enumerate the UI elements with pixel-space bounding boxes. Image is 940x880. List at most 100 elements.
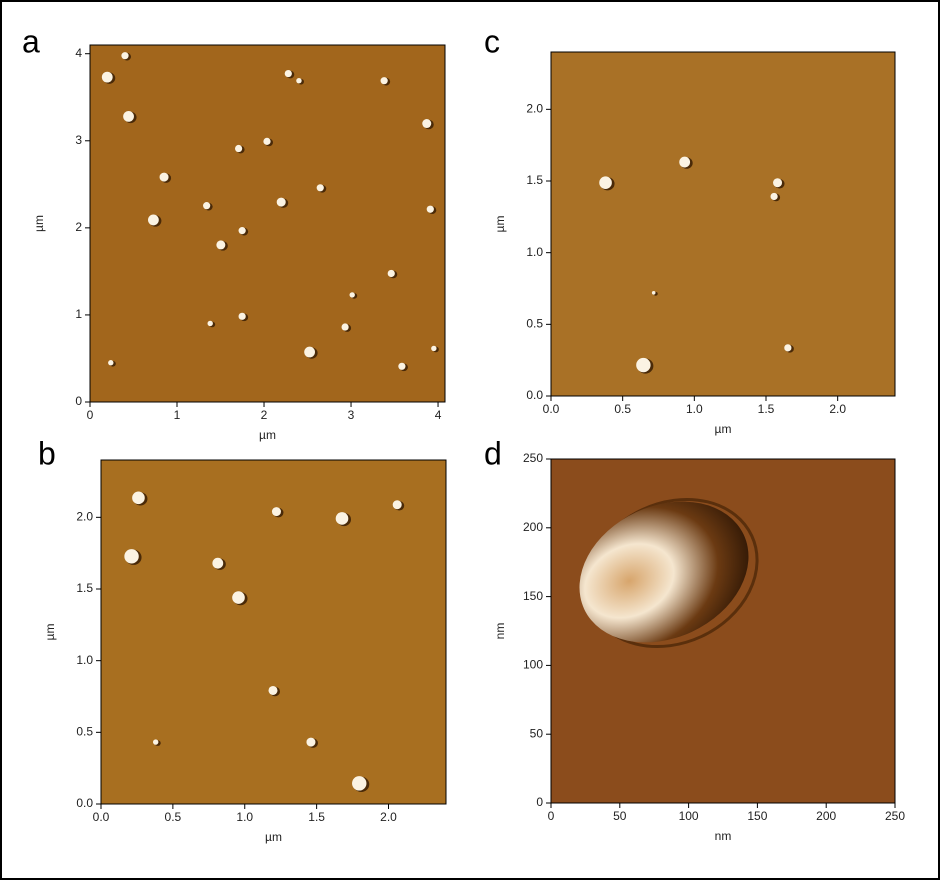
- particle: [208, 321, 213, 326]
- particle: [398, 363, 405, 370]
- y-axis-label: µm: [493, 216, 507, 233]
- y-tick-label: 0.0: [76, 796, 93, 810]
- particle: [132, 492, 145, 505]
- x-tick-label: 100: [679, 809, 699, 823]
- x-tick-label: 1.0: [236, 810, 253, 824]
- y-tick-label: 0.0: [526, 388, 543, 402]
- y-tick-label: 1.5: [76, 581, 93, 595]
- y-tick-label: 1.0: [526, 245, 543, 259]
- particle: [771, 193, 778, 200]
- x-tick-label: 0.5: [165, 810, 182, 824]
- x-axis-label: µm: [259, 428, 276, 442]
- x-tick-label: 0.5: [614, 402, 631, 416]
- x-tick-label: 3: [348, 408, 355, 422]
- y-tick-label: 0.5: [76, 725, 93, 739]
- particle: [153, 739, 158, 744]
- particle: [203, 202, 210, 209]
- x-tick-label: 2: [261, 408, 268, 422]
- x-tick-label: 2.0: [380, 810, 397, 824]
- y-tick-label: 1: [75, 307, 82, 321]
- y-tick-label: 50: [530, 726, 544, 740]
- x-tick-label: 0.0: [543, 402, 560, 416]
- particle: [679, 157, 690, 168]
- x-axis-label: nm: [715, 829, 732, 843]
- particle: [381, 77, 388, 84]
- particle: [427, 206, 434, 213]
- particle: [239, 227, 246, 234]
- particle: [239, 313, 246, 320]
- afm-image: [551, 52, 895, 396]
- y-tick-label: 250: [523, 451, 543, 465]
- x-tick-label: 4: [435, 408, 442, 422]
- particle: [108, 360, 113, 365]
- particle: [148, 215, 159, 226]
- particle: [393, 500, 402, 509]
- particle: [350, 292, 355, 297]
- panel-label: b: [38, 435, 56, 471]
- afm-image: [90, 45, 445, 402]
- y-tick-label: 0: [536, 795, 543, 809]
- y-tick-label: 0: [75, 394, 82, 408]
- particle: [636, 358, 650, 372]
- particle: [773, 178, 782, 187]
- x-tick-label: 150: [747, 809, 767, 823]
- particle: [652, 291, 656, 295]
- y-tick-label: 2.0: [76, 510, 93, 524]
- particle: [121, 52, 128, 59]
- particle: [235, 145, 242, 152]
- x-tick-label: 50: [613, 809, 627, 823]
- particle: [336, 512, 349, 525]
- panel-label: c: [484, 23, 500, 59]
- x-axis-label: µm: [715, 422, 732, 436]
- x-tick-label: 0.0: [93, 810, 110, 824]
- particle: [160, 173, 169, 182]
- y-tick-label: 200: [523, 520, 543, 534]
- particle: [784, 344, 791, 351]
- particle: [342, 323, 349, 330]
- y-tick-label: 100: [523, 658, 543, 672]
- x-tick-label: 1.5: [308, 810, 325, 824]
- y-tick-label: 3: [75, 133, 82, 147]
- particle: [263, 138, 270, 145]
- x-tick-label: 0: [87, 408, 94, 422]
- x-tick-label: 2.0: [829, 402, 846, 416]
- x-tick-label: 1.0: [686, 402, 703, 416]
- y-axis-label: µm: [43, 624, 57, 641]
- particle: [599, 176, 612, 189]
- afm-image: [551, 459, 895, 803]
- particle: [352, 776, 366, 790]
- x-tick-label: 0: [548, 809, 555, 823]
- panel-label: a: [22, 23, 40, 59]
- particle: [232, 591, 245, 604]
- particle: [216, 240, 225, 249]
- y-tick-label: 150: [523, 589, 543, 603]
- x-tick-label: 200: [816, 809, 836, 823]
- y-tick-label: 1.5: [526, 173, 543, 187]
- y-axis-label: nm: [493, 623, 507, 640]
- y-tick-label: 4: [75, 46, 82, 60]
- particle: [306, 738, 315, 747]
- y-tick-label: 2: [75, 220, 82, 234]
- figure: 0 1 2 3 4 0 1 2 3 4 µm µm a 0.0 0.5 1.0 1.5 2.0 0.0 0.5 1.0 1…: [0, 0, 940, 880]
- particle: [285, 70, 292, 77]
- y-tick-label: 1.0: [76, 653, 93, 667]
- particle: [422, 119, 431, 128]
- particle: [277, 198, 286, 207]
- particle: [212, 558, 223, 569]
- particle: [124, 549, 138, 563]
- particle: [123, 111, 134, 122]
- particle: [317, 184, 324, 191]
- particle: [388, 270, 395, 277]
- x-tick-label: 1: [174, 408, 181, 422]
- y-tick-label: 0.5: [526, 317, 543, 331]
- x-axis-label: µm: [265, 830, 282, 844]
- y-axis-label: µm: [32, 215, 46, 232]
- particle: [272, 507, 281, 516]
- x-tick-label: 1.5: [758, 402, 775, 416]
- x-tick-label: 250: [885, 809, 905, 823]
- particle: [269, 686, 278, 695]
- panel-label: d: [484, 435, 502, 471]
- y-tick-label: 2.0: [526, 102, 543, 116]
- particle: [304, 347, 315, 358]
- particle: [102, 72, 113, 83]
